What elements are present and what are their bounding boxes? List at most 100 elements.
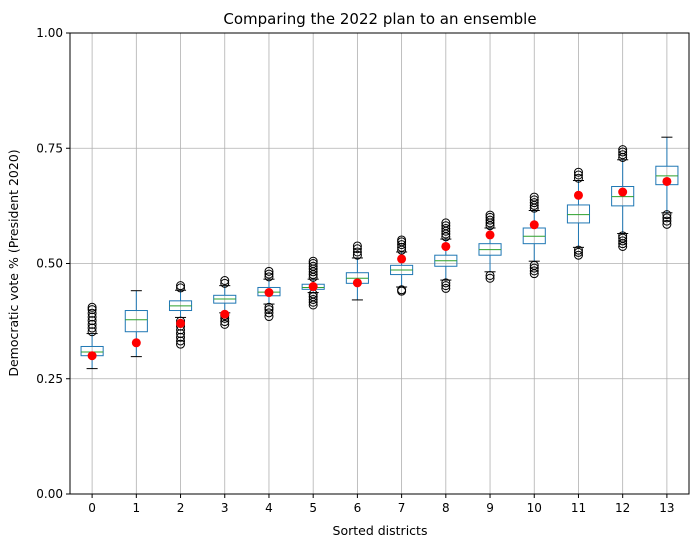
flier-5-2 — [308, 294, 318, 304]
flier-11-4 — [573, 170, 583, 180]
flier-9-1 — [485, 270, 495, 280]
flier-10-3 — [529, 260, 539, 270]
x-tick-label-6: 6 — [354, 501, 362, 515]
flier-8-7 — [441, 221, 451, 231]
y-tick-label-3: 0.75 — [36, 141, 63, 155]
flier-6-3 — [352, 241, 362, 251]
flier-11-5 — [573, 167, 583, 177]
flier-4-1 — [264, 308, 274, 318]
x-tick-label-12: 12 — [615, 501, 630, 515]
flier-9-0 — [485, 273, 495, 283]
plan-point-6 — [352, 278, 362, 288]
box-11 — [566, 204, 591, 224]
x-axis-label: Sorted districts — [333, 523, 428, 538]
flier-3-0 — [220, 319, 230, 329]
plan-point-2 — [176, 318, 186, 328]
flier-4-5 — [264, 269, 274, 279]
plan-point-4 — [264, 288, 274, 298]
flier-11-1 — [573, 247, 583, 257]
flier-8-1 — [441, 281, 451, 291]
plan-point-7 — [397, 254, 407, 264]
flier-5-3 — [308, 292, 318, 302]
plan-point-1 — [131, 338, 141, 348]
flier-2-1 — [176, 336, 186, 346]
flier-12-3 — [618, 233, 628, 243]
flier-5-10 — [308, 259, 318, 268]
flier-0-3 — [87, 316, 97, 326]
flier-10-7 — [529, 195, 539, 205]
flier-6-0 — [352, 250, 362, 260]
flier-0-5 — [87, 308, 97, 318]
plan-point-12 — [618, 187, 628, 197]
plot-area: 0.000.250.500.751.000 1 2 3 4 5 6 7 8 9 10 11 12 13 — [36, 26, 690, 515]
x-tick-label-1: 1 — [133, 501, 141, 515]
flier-4-4 — [264, 272, 274, 282]
x-tick-label-11: 11 — [571, 501, 586, 515]
y-axis-label: Democratic vote % (President 2020) — [6, 149, 21, 376]
flier-10-2 — [529, 263, 539, 273]
flier-0-6 — [87, 305, 97, 315]
flier-0-4 — [87, 312, 97, 322]
flier-10-8 — [529, 192, 539, 202]
x-tick-label-10: 10 — [527, 501, 542, 515]
flier-0-2 — [87, 319, 97, 329]
plan-point-0 — [87, 351, 97, 361]
flier-13-3 — [662, 210, 672, 220]
flier-12-2 — [618, 236, 628, 246]
plan-point-3 — [220, 309, 230, 319]
flier-2-9 — [176, 281, 186, 291]
flier-4-2 — [264, 305, 274, 315]
plan-point-13 — [662, 176, 672, 186]
flier-8-0 — [441, 283, 451, 293]
flier-2-0 — [176, 339, 186, 349]
plan-point-9 — [485, 230, 495, 240]
flier-7-4 — [397, 240, 407, 250]
flier-0-0 — [87, 327, 97, 337]
flier-11-0 — [573, 250, 583, 260]
plan-point-5 — [308, 282, 318, 292]
flier-13-2 — [662, 213, 672, 223]
y-tick-label-4: 1.00 — [36, 26, 63, 40]
x-tick-label-3: 3 — [221, 501, 229, 515]
flier-4-6 — [264, 266, 274, 276]
y-tick-label-0: 0.00 — [36, 487, 63, 501]
flier-4-3 — [264, 302, 274, 312]
flier-12-7 — [618, 147, 628, 157]
flier-12-4 — [618, 231, 628, 241]
x-tick-label-4: 4 — [265, 501, 273, 515]
flier-9-5 — [485, 212, 495, 222]
flier-8-6 — [441, 223, 451, 233]
flier-10-6 — [529, 198, 539, 208]
x-tick-label-5: 5 — [309, 501, 317, 515]
x-tick-label-7: 7 — [398, 501, 406, 515]
flier-12-8 — [618, 145, 628, 155]
flier-7-1 — [397, 285, 407, 295]
flier-8-2 — [441, 278, 451, 288]
flier-7-3 — [397, 242, 407, 252]
y-tick-label-2: 0.50 — [36, 257, 63, 271]
flier-2-2 — [176, 332, 186, 342]
flier-13-0 — [662, 219, 672, 229]
flier-3-5 — [220, 276, 230, 286]
flier-7-6 — [397, 235, 407, 245]
plan-point-11 — [573, 190, 583, 200]
box-1 — [124, 310, 148, 333]
chart-title: Comparing the 2022 plan to an ensemble — [223, 10, 536, 28]
x-tick-label-9: 9 — [486, 501, 494, 515]
flier-10-1 — [529, 266, 539, 276]
flier-5-11 — [308, 256, 318, 266]
flier-11-2 — [573, 245, 583, 255]
flier-9-4 — [485, 215, 495, 225]
flier-6-2 — [352, 244, 362, 254]
plan-point-10 — [529, 220, 539, 230]
flier-4-0 — [264, 312, 274, 322]
flier-0-1 — [87, 323, 97, 333]
x-tick-label-2: 2 — [177, 501, 185, 515]
flier-12-6 — [618, 150, 628, 160]
plan-point-8 — [441, 241, 451, 251]
flier-3-4 — [220, 278, 230, 288]
flier-11-3 — [573, 173, 583, 183]
flier-0-7 — [87, 302, 97, 312]
